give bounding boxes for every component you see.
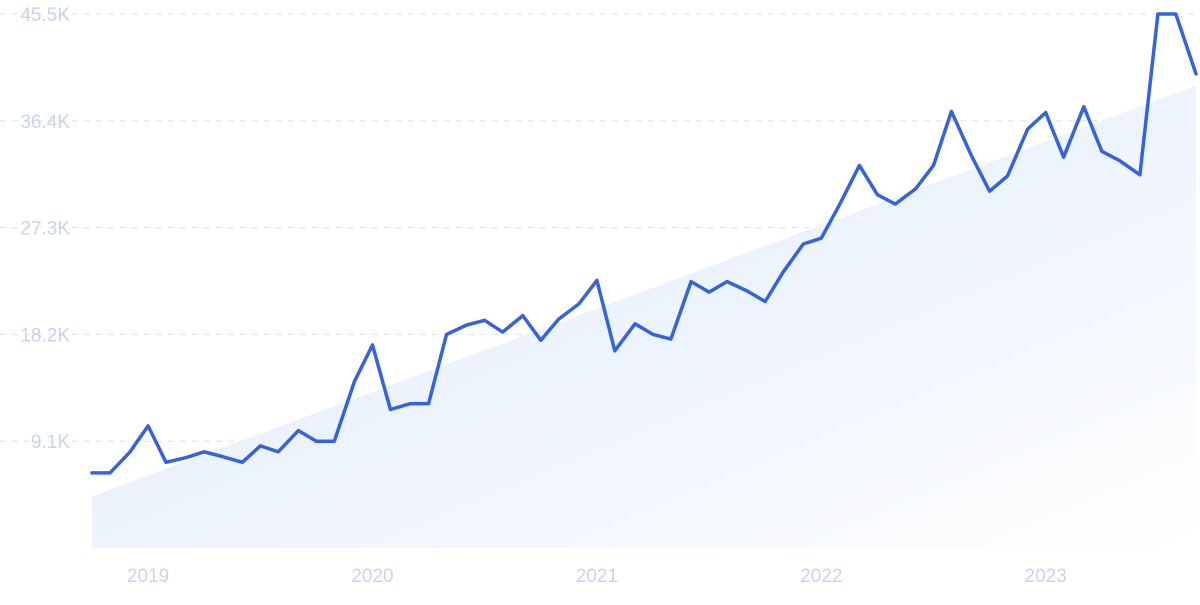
y-tick-label-0: 9.1K xyxy=(31,432,70,453)
x-tick-label-0: 2019 xyxy=(127,566,169,587)
x-tick-label-2: 2021 xyxy=(576,566,618,587)
y-tick-label-3: 36.4K xyxy=(20,112,70,133)
x-tick-label-3: 2022 xyxy=(800,566,842,587)
y-axis: 9.1K 18.2K 27.3K 36.4K 45.5K xyxy=(20,5,70,453)
y-tick-label-2: 27.3K xyxy=(20,219,70,240)
x-tick-label-4: 2023 xyxy=(1025,566,1067,587)
y-tick-label-1: 18.2K xyxy=(20,325,70,346)
y-tick-label-4: 45.5K xyxy=(20,5,70,26)
x-axis: 2019 2020 2021 2022 2023 xyxy=(127,566,1067,587)
x-tick-label-1: 2020 xyxy=(351,566,393,587)
trend-area xyxy=(92,85,1196,548)
trend-fill-area xyxy=(92,85,1196,548)
series-line xyxy=(90,12,1198,475)
series-line-layer xyxy=(90,12,1198,475)
